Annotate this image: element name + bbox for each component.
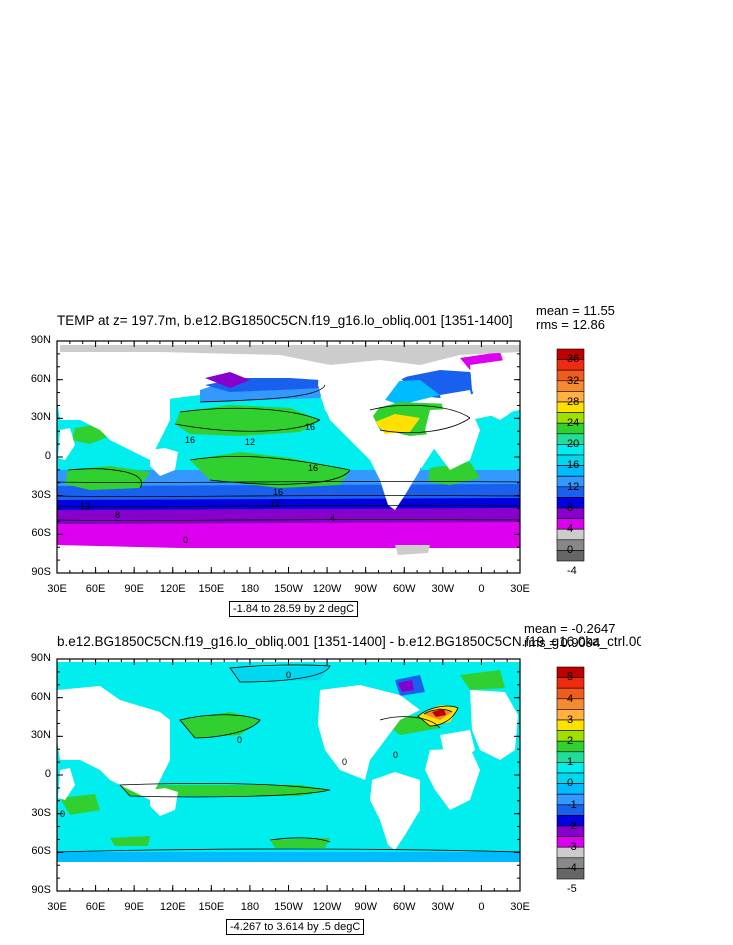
panel-1-rms: rms = 12.86 [536, 317, 606, 332]
panel-1-colorbar-label: 12 [567, 480, 580, 493]
colorbar-panel-2 [556, 666, 585, 880]
panel-2-x-tick-label: 60W [392, 901, 416, 913]
contour-label: 12 [270, 499, 281, 509]
panel-1-x-tick-label: 60W [392, 583, 416, 595]
panel-1-x-tick-label: 150W [274, 583, 303, 595]
panel-1-y-tick-label: 30N [30, 411, 51, 424]
contour-label: 0 [286, 670, 292, 680]
panel-2-x-tick-label: 60E [85, 901, 106, 913]
panel-1-x-tick-label: 0 [478, 583, 485, 595]
panel-2-x-tick-label: 150W [274, 901, 303, 913]
panel-1-x-tick-label: 150E [198, 583, 225, 595]
panel-2-colorbar-label: 0 [567, 777, 574, 790]
panel-1-x-tick-label: 120W [312, 583, 342, 595]
panel-2-colorbar-label: 5 [567, 671, 574, 684]
panel-2-y-tick-label: 30S [31, 806, 51, 819]
panel-2-y-tick-label: 90S [31, 884, 51, 896]
panel-1-x-tick-label: 30E [510, 583, 530, 595]
panel-1-colorbar-label: -4 [567, 565, 577, 578]
contour-label: 16 [308, 463, 319, 473]
panel-2-colorbar-label: -3 [567, 840, 577, 853]
panel-2-colorbar-label: 3 [567, 713, 574, 726]
panel-2-x-tick-label: 0 [478, 901, 485, 913]
colorbar-swatch [556, 868, 585, 880]
panel-1-y-tick-label: 30S [31, 488, 51, 501]
panel-1-y-tick-label: 90N [30, 334, 51, 346]
panel-2-title: b.e12.BG1850C5CN.f19_g16.lo_obliq.001 [1… [57, 634, 641, 649]
panel-1-range-label: -1.84 to 28.59 by 2 degC [229, 601, 359, 617]
panel-2-colorbar-label: -1 [567, 798, 577, 811]
panel-2-x-tick-label: 30E [47, 901, 67, 913]
panel-2-colorbar-label: 4 [567, 692, 574, 705]
panel-1-colorbar-label: 16 [567, 459, 580, 472]
panel-1-x-tick-label: 90E [124, 583, 144, 595]
panel-1-colorbar-label: 28 [567, 395, 580, 408]
contour-label: 8 [115, 510, 121, 520]
panel-2-y-tick-label: 90N [30, 652, 51, 664]
contour-label: 16 [185, 435, 196, 445]
panel-2-x-tick-label: 180 [240, 901, 260, 913]
panel-1-y-tick-label: 90S [31, 566, 51, 578]
panel-2-y-tick-label: 60N [30, 690, 51, 703]
panel-1-y-tick-label: 0 [44, 450, 51, 462]
panel-2-x-tick-label: 150E [198, 901, 225, 913]
panel-2-x-tick-label: 30E [510, 901, 530, 913]
panel-2-colorbar-label: 1 [567, 756, 574, 769]
panel-2-colorbar-label: -4 [567, 862, 577, 875]
panel-1-colorbar-label: 36 [567, 353, 580, 366]
panel-2-x-tick-label: 120E [159, 901, 186, 913]
panel-2-x-tick-label: 30W [431, 901, 455, 913]
panel-1-colorbar-label: 8 [567, 501, 574, 514]
panel-2-y-tick-label: 60S [31, 845, 51, 858]
contour-label: 0 [183, 535, 189, 545]
panel-2-colorbar-label: -2 [567, 819, 577, 832]
panel-1-colorbar-label: 0 [567, 544, 574, 557]
contour-label: 4 [330, 513, 336, 523]
panel-1-colorbar-label: 4 [567, 522, 574, 535]
panel-2-colorbar-label: -5 [567, 883, 577, 896]
contour-label: 0 [237, 735, 243, 745]
panel-1-x-tick-label: 90W [354, 583, 377, 595]
panel-2-mean: mean = -0.2647 [524, 621, 616, 636]
contour-label: 0 [393, 750, 399, 760]
panel-2-colorbar-label: 2 [567, 734, 574, 747]
panel-1-title: TEMP at z= 197.7m, b.e12.BG1850C5CN.f19_… [57, 313, 513, 328]
panel-1-mean: mean = 11.55 [536, 303, 615, 318]
contour-label: 12 [245, 437, 256, 447]
panel-1-colorbar-label: 32 [567, 374, 580, 387]
panel-1-x-tick-label: 120E [159, 583, 186, 595]
panel-1-x-tick-label: 180 [240, 583, 260, 595]
contour-label: 12 [80, 501, 91, 511]
panel-1-x-tick-label: 60E [85, 583, 106, 595]
panel-2-x-tick-label: 90E [124, 901, 144, 913]
contour-label: 16 [273, 487, 284, 497]
panel-2-x-tick-label: 120W [312, 901, 342, 913]
colorbar-swatch [556, 550, 585, 562]
panel-1-colorbar-label: 20 [567, 438, 580, 451]
map-panel-2 [56, 658, 521, 892]
panel-2-x-tick-label: 90W [354, 901, 377, 913]
contour-label: 0 [342, 757, 348, 767]
contour-label: 0 [60, 809, 66, 819]
panel-1-x-tick-label: 30E [47, 583, 67, 595]
panel-2-y-tick-label: 0 [44, 768, 51, 780]
panel-2-y-tick-label: 30N [30, 729, 51, 742]
panel-1-y-tick-label: 60N [30, 372, 51, 385]
panel-2-range-label: -4.267 to 3.614 by .5 degC [226, 919, 365, 935]
panel-1-y-tick-label: 60S [31, 527, 51, 540]
panel-1-colorbar-label: 24 [567, 416, 580, 429]
map-panel-1 [56, 340, 521, 574]
panel-2-rms: rms = 0.9094 [524, 635, 601, 650]
colorbar-panel-1 [556, 348, 585, 562]
panel-1-x-tick-label: 30W [431, 583, 455, 595]
contour-label: 16 [305, 422, 316, 432]
